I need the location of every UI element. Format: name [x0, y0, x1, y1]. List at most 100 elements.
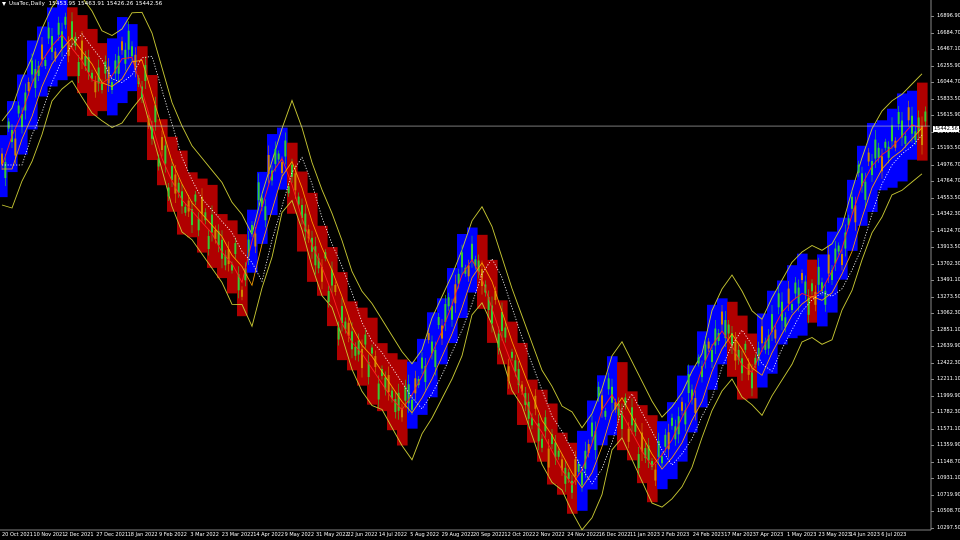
price-axis-label: 14553.50: [931, 194, 960, 201]
candle-body: [147, 118, 150, 126]
price-axis-label: 13491.10: [931, 277, 960, 283]
candle-body: [191, 209, 193, 226]
price-axis[interactable]: 16896.90 16684.70 16467.10 16255.90 16044.70…: [931, 0, 960, 531]
candle-body: [354, 346, 357, 356]
candle-body: [554, 442, 557, 458]
candle-body: [101, 83, 103, 91]
candle-body: [581, 472, 583, 486]
candle-body: [464, 267, 467, 274]
candle-body: [257, 182, 260, 201]
candle-body: [467, 265, 470, 277]
candle-body: [801, 273, 803, 281]
time-axis-label: 5 Aug 2022: [410, 532, 440, 538]
price-axis-label: 16467.10: [931, 46, 960, 52]
price-axis-label: 16255.90: [931, 62, 960, 69]
candle-body: [187, 200, 190, 212]
price-axis-label: 12211.10: [931, 376, 960, 382]
candle-body: [684, 410, 687, 425]
candle-body: [357, 340, 360, 355]
time-axis[interactable]: 20 Oct 2021 10 Nov 2021 2 Dec 2021 27 Dec 2…: [0, 530, 931, 540]
candle-body: [767, 335, 770, 349]
candle-body: [594, 431, 597, 451]
time-axis-label: 14 Jul 2022: [378, 532, 408, 538]
candle-body: [81, 40, 83, 60]
candle-body: [301, 205, 303, 219]
candle-body: [717, 333, 720, 342]
candle-body: [837, 245, 840, 252]
candle-body: [71, 21, 73, 40]
time-axis-label: 22 Jun 2022: [347, 532, 378, 538]
current-price-tag: 15442.56: [933, 126, 959, 132]
price-axis-label: 11782.30: [931, 409, 960, 415]
price-axis-label: 12639.90: [931, 343, 960, 349]
candle-body: [21, 114, 23, 128]
candle-body: [331, 269, 333, 286]
candle-body: [754, 357, 757, 365]
time-axis-label: 27 Dec 2021: [96, 532, 129, 538]
candle-body: [851, 196, 853, 209]
candle-body: [264, 206, 267, 221]
candle-body: [131, 46, 133, 57]
candle-body: [297, 196, 300, 205]
candle-body: [224, 255, 227, 266]
bearish-band: [97, 43, 108, 112]
candle-body: [254, 233, 257, 247]
candle-body: [784, 317, 787, 328]
candle-body: [461, 252, 463, 268]
candle-body: [531, 417, 533, 426]
bullish-band: [0, 135, 8, 198]
price-axis-label: 11999.90: [931, 392, 960, 399]
candle-body: [547, 448, 550, 468]
candle-body: [47, 27, 50, 39]
candle-body: [744, 343, 747, 350]
candle-body: [897, 112, 900, 125]
candle-body: [604, 410, 607, 417]
time-axis-label: 16 Dec 2022: [598, 532, 631, 538]
candle-body: [247, 239, 250, 257]
candle-body: [327, 291, 330, 303]
candle-body: [44, 60, 47, 67]
candle-body: [41, 44, 43, 60]
candle-body: [807, 297, 810, 315]
bearish-band: [527, 379, 538, 443]
candle-body: [757, 347, 760, 360]
candle-body: [431, 341, 433, 354]
candle-body: [924, 111, 927, 122]
candle-body: [714, 328, 717, 346]
candle-body: [537, 423, 540, 442]
candle-body: [657, 440, 660, 457]
candle-body: [724, 320, 727, 339]
candle-body: [261, 197, 263, 207]
bullish-band: [667, 402, 678, 480]
candle-body: [617, 403, 620, 416]
candle-body: [457, 273, 460, 284]
candle-body: [514, 360, 517, 372]
candle-body: [114, 60, 117, 74]
candle-body: [361, 349, 363, 369]
candle-body: [481, 269, 483, 287]
candle-body: [637, 454, 640, 469]
candle-body: [337, 327, 340, 340]
time-axis-label: 1 May 2023: [787, 532, 817, 538]
candle-body: [287, 186, 290, 194]
price-axis-label: 16044.70: [931, 79, 960, 85]
candle-body: [731, 333, 733, 348]
time-axis-label: 29 Aug 2022: [441, 532, 474, 538]
dropdown-arrow-icon[interactable]: [2, 1, 6, 6]
candle-body: [527, 401, 530, 419]
candle-body: [107, 66, 110, 84]
candle-body: [341, 306, 343, 324]
time-axis-label: 10 Nov 2021: [33, 532, 66, 538]
price-axis-label: 16896.90: [931, 13, 960, 19]
price-axis-label: 11571.10: [931, 425, 960, 432]
candle-body: [161, 137, 163, 151]
price-axis-label: 14764.70: [931, 178, 960, 184]
candle-body: [764, 341, 767, 350]
price-axis-label: 12422.30: [931, 359, 960, 366]
candle-body: [787, 288, 790, 304]
candle-body: [177, 182, 180, 193]
candle-body: [644, 448, 647, 459]
candle-body: [7, 121, 10, 129]
